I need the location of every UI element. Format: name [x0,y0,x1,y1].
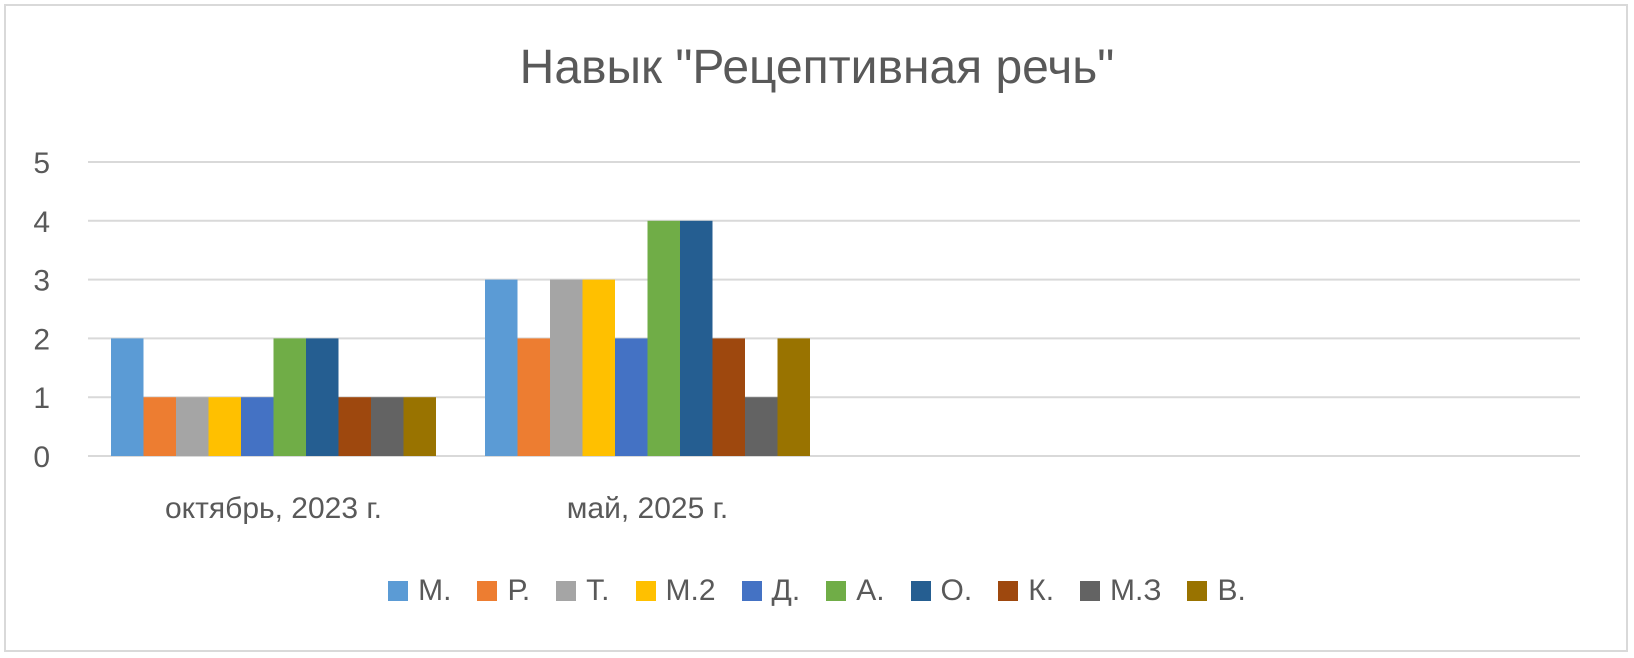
bar-М.2-0 [208,397,241,456]
legend-swatch [1187,581,1208,601]
bar-Т.-0 [176,397,209,456]
legend-item: К. [998,574,1054,608]
bar-Д.-0 [241,397,274,456]
legend-swatch [910,581,931,601]
bar-В.-0 [403,397,436,456]
bar-Т.-1 [550,279,583,456]
bar-А.-0 [273,338,306,456]
legend-label: М. [418,574,452,607]
bar-К.-0 [338,397,371,456]
chart-legend: М. Р. Т. М.2 Д. А. О. К. М.З В. [0,574,1634,608]
y-tick-label: 5 [33,147,50,180]
legend-label: Р. [507,574,531,607]
bar-М.2-1 [582,279,615,456]
bar-В.-1 [777,338,810,456]
legend-swatch [826,581,847,601]
bar-О.-1 [680,220,713,456]
legend-item: О. [910,574,973,608]
legend-label: Т. [586,574,610,607]
x-category-label: октябрь, 2023 г. [165,492,382,525]
legend-item: Д. [741,574,801,608]
legend-swatch [998,581,1019,601]
legend-item: Т. [556,574,610,608]
bar-А.-1 [647,220,680,456]
y-tick-label: 2 [33,323,50,356]
legend-item: А. [826,574,885,608]
legend-swatch [556,581,577,601]
legend-label: М.2 [665,574,716,607]
bar-М.-1 [485,279,518,456]
legend-item: М.2 [635,574,716,608]
y-tick-label: 1 [33,382,50,415]
legend-label: Д. [771,574,801,607]
y-tick-label: 4 [33,206,50,239]
bar-М.-0 [111,338,144,456]
bar-Р.-0 [143,397,176,456]
y-tick-label: 3 [33,265,50,298]
chart-title: Навык "Рецептивная речь" [519,41,1115,94]
legend-item: М. [388,574,451,608]
chart-frame [4,4,1628,652]
legend-swatch [741,581,762,601]
x-category-label: май, 2025 г. [567,492,728,525]
legend-swatch [635,581,656,601]
legend-swatch [1080,581,1101,601]
legend-item: В. [1187,574,1246,608]
legend-swatch [477,581,498,601]
legend-item: Р. [477,574,530,608]
legend-label: О. [940,574,973,607]
legend-label: М.З [1110,574,1162,607]
y-tick-label: 0 [33,441,50,474]
bar-Д.-1 [615,338,648,456]
legend-swatch [388,581,409,601]
bar-М.З-0 [371,397,404,456]
bar-Р.-1 [517,338,550,456]
legend-item: М.З [1080,574,1161,608]
legend-label: В. [1217,574,1246,607]
legend-label: К. [1028,574,1055,607]
bar-М.З-1 [745,397,778,456]
bar-О.-0 [306,338,339,456]
legend-label: А. [856,574,885,607]
bar-К.-1 [712,338,745,456]
